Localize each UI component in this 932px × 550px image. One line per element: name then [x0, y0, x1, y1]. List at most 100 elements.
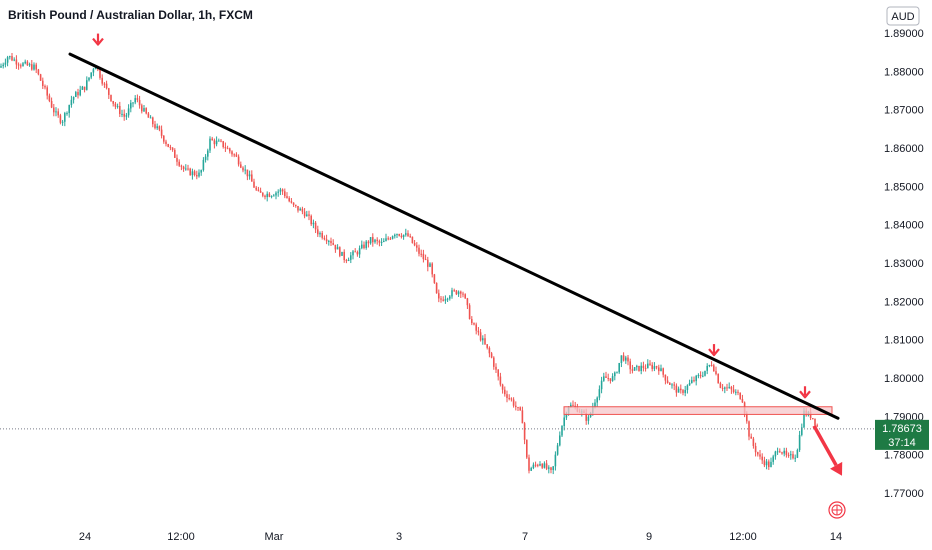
x-tick-label: 9 — [646, 531, 652, 543]
time-axis-background[interactable] — [0, 520, 874, 550]
candle — [675, 383, 678, 397]
candle-body — [44, 86, 46, 88]
resistance-zone[interactable] — [563, 406, 833, 415]
candle — [704, 370, 706, 377]
candle — [363, 241, 365, 250]
candle — [763, 456, 766, 468]
candle-body — [319, 232, 321, 235]
candle-body — [112, 101, 114, 104]
candle-body — [594, 402, 596, 407]
candle — [548, 465, 550, 474]
go-to-realtime-icon[interactable] — [828, 501, 846, 519]
candle-body — [352, 251, 354, 256]
candle — [512, 397, 515, 408]
candle-body — [103, 83, 106, 85]
candle — [523, 421, 526, 445]
candle-body — [493, 357, 495, 367]
candle — [226, 145, 229, 150]
candle-body — [20, 65, 22, 67]
candle-body — [231, 151, 233, 155]
candle — [706, 363, 708, 375]
candle — [310, 214, 312, 226]
candle — [24, 59, 26, 65]
trendline[interactable] — [68, 52, 840, 420]
candle — [295, 204, 297, 208]
candle — [174, 148, 176, 159]
candle-body — [273, 195, 275, 197]
candle-body — [72, 96, 75, 100]
candle-body — [387, 238, 389, 240]
candle-body — [66, 113, 68, 115]
candle — [429, 262, 431, 268]
candle — [636, 364, 638, 371]
candle — [290, 198, 293, 204]
candle-body — [143, 108, 145, 112]
candle-body — [191, 171, 194, 176]
candle-body — [303, 211, 306, 217]
candle-body — [785, 450, 788, 455]
candle-body — [259, 190, 262, 193]
candle — [785, 447, 788, 458]
candle-body — [620, 355, 623, 363]
candle — [130, 99, 132, 113]
candle — [748, 420, 750, 441]
candle-body — [86, 80, 88, 90]
candle — [435, 282, 438, 294]
y-tick-label: 1.80000 — [884, 373, 924, 385]
candle — [273, 193, 275, 197]
candle-body — [99, 69, 101, 78]
candle-body — [59, 115, 62, 123]
candle-body — [737, 391, 739, 393]
candle — [312, 219, 315, 229]
candle — [411, 236, 414, 244]
candle-body — [136, 98, 139, 100]
candle-body — [235, 154, 238, 157]
candle-body — [730, 386, 733, 390]
candle — [669, 382, 671, 386]
candle — [457, 290, 460, 297]
candle — [75, 90, 77, 98]
candle — [180, 164, 183, 171]
candle — [697, 373, 700, 379]
candle — [739, 392, 741, 400]
candle-body — [132, 102, 134, 104]
candle — [28, 62, 31, 67]
candle-body — [262, 192, 264, 196]
candle-body — [385, 238, 387, 241]
candle-body — [141, 105, 143, 112]
y-tick-group: 1.89000 1.88000 1.87000 1.86000 1.85000 1.840… — [884, 28, 924, 500]
candle — [702, 371, 704, 378]
candle-body — [121, 113, 123, 115]
candle — [145, 107, 147, 115]
candle-body — [171, 147, 174, 150]
forecast-arrow-icon — [812, 425, 843, 476]
candle-body — [761, 456, 763, 461]
candle-body — [81, 86, 84, 90]
y-tick-label: 1.86000 — [884, 143, 924, 155]
candle — [680, 384, 682, 394]
currency-badge[interactable]: AUD — [886, 6, 920, 26]
candle-body — [598, 389, 601, 398]
candle — [671, 383, 673, 389]
forecast-arrow-head — [830, 461, 843, 476]
candle — [471, 316, 473, 326]
candle — [633, 367, 636, 371]
candle-body — [482, 338, 484, 341]
x-tick-group: 24 12:00 Mar 3 7 9 12:00 14 — [79, 531, 842, 543]
candle-body — [561, 425, 563, 436]
candle-body — [616, 372, 618, 374]
candle-body — [347, 259, 350, 261]
candle — [211, 136, 213, 141]
candle — [664, 374, 667, 385]
candle-body — [521, 410, 524, 424]
candle-body — [39, 74, 42, 81]
candle-body — [46, 87, 48, 96]
candle — [750, 433, 752, 439]
candle-body — [198, 172, 200, 177]
candle-body — [189, 168, 191, 176]
down-arrow-icon — [799, 386, 811, 399]
candle-body — [499, 376, 502, 385]
candle-body — [640, 365, 642, 371]
candle-body — [372, 237, 374, 243]
